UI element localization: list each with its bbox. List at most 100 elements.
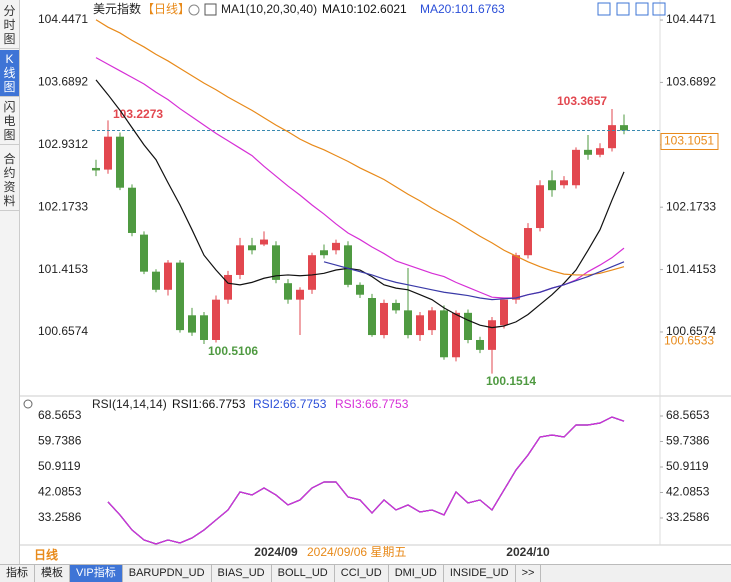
- tool-icon[interactable]: [597, 2, 611, 16]
- tab[interactable]: >>: [516, 565, 542, 582]
- series-line: [95, 19, 625, 276]
- icon[interactable]: [204, 3, 217, 16]
- legend-entry: RSI1:66.7753: [172, 397, 246, 411]
- candle-body: [392, 302, 400, 311]
- tab[interactable]: VIP指标: [70, 565, 123, 582]
- y-tick-label-right: 103.6892: [666, 75, 716, 89]
- tool-icon[interactable]: [616, 2, 630, 16]
- y-tick-label-right: 101.4153: [666, 262, 716, 276]
- tool-icon[interactable]: [635, 2, 649, 16]
- tab[interactable]: CCI_UD: [335, 565, 389, 582]
- chart: 美元指数 【日线】 MA1(10,20,30,40) RSI(14,14,14)…: [20, 0, 731, 562]
- candle-body: [500, 299, 508, 326]
- candle-body: [284, 283, 292, 300]
- candle-body: [572, 149, 580, 186]
- y-tick-label: 42.0853: [38, 485, 82, 499]
- side-tab[interactable]: 合约资料: [0, 150, 19, 211]
- candle-body: [464, 312, 472, 340]
- candle-body: [608, 125, 616, 149]
- candle-body: [116, 136, 124, 188]
- x-tick-label: 2024/10: [506, 545, 550, 559]
- candle-body: [476, 339, 484, 350]
- candle-body: [296, 289, 304, 300]
- series-line: [323, 261, 625, 301]
- tab[interactable]: DMI_UD: [389, 565, 444, 582]
- candle-body: [560, 180, 568, 186]
- tab[interactable]: INSIDE_UD: [444, 565, 516, 582]
- candle-body: [404, 310, 412, 336]
- candle-body: [320, 250, 328, 256]
- candle-body: [188, 315, 196, 333]
- side-tab[interactable]: 闪电图: [0, 98, 19, 145]
- y-tick-label: 59.7386: [38, 434, 82, 448]
- y-tick-label: 101.4153: [38, 262, 88, 276]
- candle-body: [332, 242, 340, 251]
- legend-entry: RSI2:66.7753: [253, 397, 327, 411]
- candle-body: [368, 298, 376, 336]
- last-price-label: 103.1051: [664, 134, 714, 148]
- series-line: [95, 57, 625, 299]
- ref-price-label: 100.6533: [664, 333, 714, 347]
- candle-body: [524, 228, 532, 256]
- candle-body: [260, 239, 268, 245]
- candle-body: [344, 245, 352, 285]
- period: 【日线】: [142, 2, 190, 16]
- tab[interactable]: 模板: [35, 565, 70, 582]
- tool-icon[interactable]: [652, 2, 666, 16]
- candle-body: [212, 299, 220, 340]
- side-tab[interactable]: K线图: [0, 50, 19, 97]
- candle-body: [596, 148, 604, 155]
- series-line: [95, 79, 625, 329]
- candle-body: [380, 302, 388, 336]
- tab[interactable]: BIAS_UD: [212, 565, 272, 582]
- candle-body: [308, 255, 316, 290]
- candle-body: [488, 320, 496, 350]
- y-tick-label-right: 59.7386: [666, 434, 710, 448]
- y-tick-label: 100.6574: [38, 324, 88, 338]
- candle-body: [200, 315, 208, 340]
- candle-body: [536, 185, 544, 229]
- tab[interactable]: BOLL_UD: [272, 565, 335, 582]
- legend-entry: RSI3:66.7753: [335, 397, 409, 411]
- toolbar: [597, 2, 666, 16]
- y-tick-label: 103.6892: [38, 75, 88, 89]
- icon[interactable]: [188, 4, 200, 16]
- candle-body: [272, 245, 280, 280]
- y-tick-label: 50.9119: [38, 459, 81, 473]
- instrument-name: 美元指数: [93, 1, 141, 16]
- y-tick-label-right: 68.5653: [666, 408, 710, 422]
- y-tick-label-right: 102.1733: [666, 199, 716, 213]
- sidebar: 分时图 K线图 闪电图 合约资料: [0, 0, 20, 581]
- settings-icon[interactable]: [23, 399, 33, 409]
- y-tick-label: 68.5653: [38, 408, 82, 422]
- side-tab[interactable]: 分时图: [0, 2, 19, 49]
- legend-entry: MA10:102.6021: [322, 2, 407, 16]
- y-tick-label-right: 42.0853: [666, 485, 710, 499]
- candle-body: [584, 149, 592, 155]
- y-tick-label-right: 104.4471: [666, 12, 716, 26]
- tab[interactable]: 指标: [0, 565, 35, 582]
- y-tick-label-right: 50.9119: [666, 459, 709, 473]
- candle-body: [248, 245, 256, 251]
- y-tick-label: 33.2586: [38, 510, 82, 524]
- candle-body: [416, 315, 424, 336]
- candle-body: [620, 125, 628, 131]
- candle-body: [128, 187, 136, 233]
- candle-body: [92, 167, 100, 171]
- tab[interactable]: BARUPDN_UD: [123, 565, 212, 582]
- annotation: 103.2273: [113, 107, 163, 121]
- cursor-date: 2024/09/06 星期五: [307, 545, 406, 559]
- candle-body: [512, 255, 520, 300]
- y-tick-label-right: 33.2586: [666, 510, 710, 524]
- y-tick-label-right: 100.6574: [666, 324, 716, 338]
- y-tick-label: 102.9312: [38, 137, 88, 151]
- last-price-box: [660, 132, 719, 150]
- candle-body: [452, 312, 460, 358]
- bottom-tabs: 指标 模板 VIP指标 BARUPDN_UD BIAS_UD BOLL_UD CCI_UD D…: [0, 564, 731, 582]
- timeframe: 日线: [34, 547, 58, 562]
- annotation: 100.5106: [208, 344, 258, 358]
- y-tick-label: 102.1733: [38, 199, 88, 213]
- candle-body: [356, 284, 364, 295]
- x-tick-label: 2024/09: [254, 545, 298, 559]
